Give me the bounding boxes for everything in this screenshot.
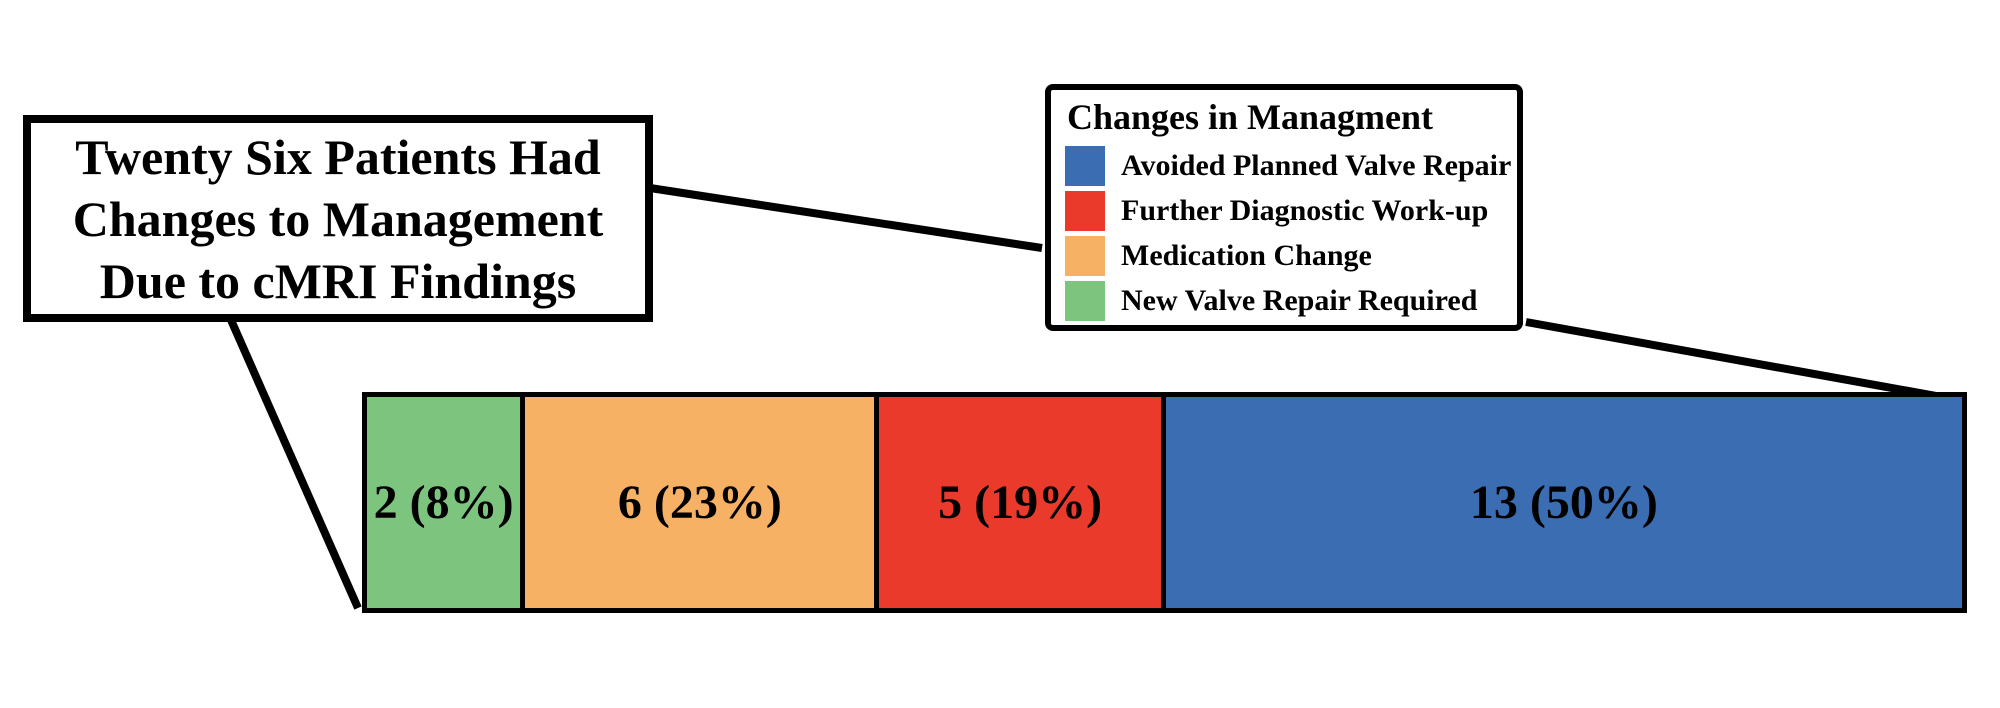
connector-line-legend-to-bar [1525,318,1965,405]
bar-segment-further-diagnostic-work-up: 5 (19%) [879,397,1161,608]
stacked-bar: 2 (8%) 6 (23%) 5 (19%) 13 (50%) [362,392,1967,613]
bar-segment-avoided-planned-valve-repair: 13 (50%) [1165,397,1962,608]
legend-item-new-valve-repair-required: New Valve Repair Required [1065,281,1505,321]
legend-item-avoided-planned-valve-repair: Avoided Planned Valve Repair [1065,146,1511,186]
title-line-3: Due to cMRI Findings [99,252,577,309]
bar-segment-label: 2 (8%) [373,476,514,529]
legend-item-label: New Valve Repair Required [1121,284,1478,317]
legend-swatch-medication-change [1065,236,1105,276]
bar-segment-medication-change: 6 (23%) [525,397,875,608]
bar-segment-new-valve-repair-required: 2 (8%) [367,397,521,608]
legend-item-label: Medication Change [1121,239,1372,272]
legend-swatch-further-diagnostic-work-up [1065,191,1105,231]
connector-line-title-to-legend [649,184,1043,252]
title-line-2: Changes to Management [72,190,604,247]
legend-items: Avoided Planned Valve Repair Further Diag… [1065,146,1511,321]
legend-item-label: Further Diagnostic Work-up [1121,194,1489,227]
bar-segment-label: 6 (23%) [617,476,782,529]
bar-segment-label: 13 (50%) [1469,476,1658,529]
legend-item-medication-change: Medication Change [1065,236,1505,276]
connector-line-title-to-bar [227,318,362,610]
legend-item-label: Avoided Planned Valve Repair [1121,149,1512,182]
legend: Changes in Managment Avoided Planned Val… [1045,84,1523,331]
title-callout-box: Twenty Six Patients Had Changes to Manag… [23,115,653,322]
bar-segment-label: 5 (19%) [938,476,1103,529]
legend-swatch-new-valve-repair-required [1065,281,1105,321]
legend-title: Changes in Managment [1067,97,1434,137]
title-line-1: Twenty Six Patients Had [75,128,601,185]
legend-item-further-diagnostic-work-up: Further Diagnostic Work-up [1065,191,1505,231]
legend-swatch-avoided-planned-valve-repair [1065,146,1105,186]
